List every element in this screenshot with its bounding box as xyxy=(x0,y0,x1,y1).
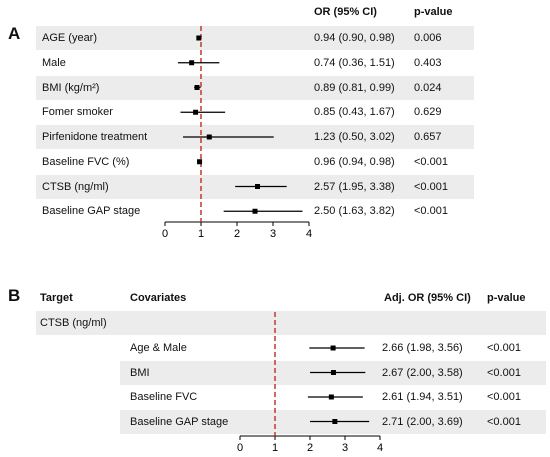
covariate-label: BMI xyxy=(130,366,150,379)
panel-b-covariates-header: Covariates xyxy=(130,292,187,304)
row-label: Baseline GAP stage xyxy=(42,205,141,218)
x-tick-label: 2 xyxy=(234,228,240,240)
panel-b-target-row: CTSB (ng/ml) xyxy=(36,311,546,335)
x-tick-label: 0 xyxy=(237,442,243,454)
covariate-label: Baseline GAP stage xyxy=(130,415,229,428)
row-label: Fomer smoker xyxy=(42,106,113,119)
point-estimate xyxy=(252,208,258,214)
x-tick-label: 2 xyxy=(307,442,313,454)
or-ci-value: 0.85 (0.43, 1.67) xyxy=(314,106,395,119)
adj-or-ci-value: 2.71 (2.00, 3.69) xyxy=(382,415,463,428)
point-estimate xyxy=(197,159,203,165)
p-value: <0.001 xyxy=(414,180,448,193)
panel-a-table-row: Baseline GAP stage 2.50 (1.63, 3.82) <0.00… xyxy=(36,199,474,223)
row-label: Male xyxy=(42,56,66,69)
panel-b-forest-plot: 0 1 2 3 4 xyxy=(237,312,383,454)
x-tick-label: 4 xyxy=(306,228,312,240)
x-tick-label: 1 xyxy=(272,442,278,454)
panel-a-p-header: p-value xyxy=(414,6,453,18)
row-label: Baseline FVC (%) xyxy=(42,155,130,168)
p-value: <0.001 xyxy=(414,155,448,168)
adj-or-ci-value: 2.66 (1.98, 3.56) xyxy=(382,342,463,354)
panel-a-or-header: OR (95% CI) xyxy=(314,6,377,18)
panel-a-table-row: Baseline FVC (%) 0.96 (0.94, 0.98) <0.001 xyxy=(36,150,474,174)
panel-a-table-row: Male 0.74 (0.36, 1.51) 0.403 xyxy=(36,51,474,75)
panel-b-table-row: Baseline FVC 2.61 (1.94, 3.51) <0.001 xyxy=(120,385,546,409)
point-estimate xyxy=(328,394,334,400)
or-ci-value: 0.74 (0.36, 1.51) xyxy=(314,56,395,69)
row-label: AGE (year) xyxy=(42,32,98,44)
point-estimate xyxy=(255,184,261,189)
row-label: CTSB (ng/ml) xyxy=(42,180,109,193)
point-estimate xyxy=(189,60,195,66)
p-value: 0.024 xyxy=(414,81,442,94)
covariate-label: Baseline FVC xyxy=(130,391,198,403)
or-ci-value: 0.94 (0.90, 0.98) xyxy=(314,32,395,44)
row-label: BMI (kg/m²) xyxy=(42,81,100,94)
p-value: 0.403 xyxy=(414,56,442,69)
adj-or-ci-value: 2.61 (1.94, 3.51) xyxy=(382,391,463,403)
panel-b-or-header: Adj. OR (95% CI) xyxy=(384,292,471,304)
or-ci-value: 2.57 (1.95, 3.38) xyxy=(314,180,395,193)
covariate-label: Age & Male xyxy=(130,342,187,354)
adj-or-ci-value: 2.67 (2.00, 3.58) xyxy=(382,366,463,379)
panel-a-table-row: BMI (kg/m²) 0.89 (0.81, 0.99) 0.024 xyxy=(36,75,474,100)
p-value: <0.001 xyxy=(487,366,521,379)
p-value: 0.629 xyxy=(414,106,442,119)
point-estimate xyxy=(196,35,202,41)
p-value: <0.001 xyxy=(414,205,448,218)
panel-b-table-row: Age & Male 2.66 (1.98, 3.56) <0.001 xyxy=(120,336,546,360)
row-label: Pirfenidone treatment xyxy=(42,131,148,143)
panel-b-p-header: p-value xyxy=(487,292,526,304)
panel-a-table-row: AGE (year) 0.94 (0.90, 0.98) 0.006 xyxy=(36,26,474,50)
or-ci-value: 2.50 (1.63, 3.82) xyxy=(314,205,395,218)
x-tick-label: 3 xyxy=(270,228,276,240)
point-estimate xyxy=(206,134,212,140)
panel-b-target-header: Target xyxy=(40,292,73,304)
x-tick-label: 0 xyxy=(162,228,168,240)
point-estimate xyxy=(194,85,200,90)
target-label: CTSB (ng/ml) xyxy=(40,317,107,329)
p-value: 0.657 xyxy=(414,131,442,143)
point-estimate xyxy=(330,370,336,375)
x-tick-label: 3 xyxy=(342,442,348,454)
or-ci-value: 1.23 (0.50, 3.02) xyxy=(314,131,395,143)
panel-a-forest-plot: 0 1 2 3 4 xyxy=(162,26,312,240)
or-ci-value: 0.96 (0.94, 0.98) xyxy=(314,155,395,168)
point-estimate xyxy=(332,419,338,424)
panel-a-label: A xyxy=(8,24,21,43)
point-estimate xyxy=(193,109,199,115)
x-tick-label: 4 xyxy=(377,442,383,454)
point-estimate xyxy=(330,345,336,351)
or-ci-value: 0.89 (0.81, 0.99) xyxy=(314,81,395,94)
p-value: 0.006 xyxy=(414,32,442,44)
panel-b-label: B xyxy=(8,286,21,305)
p-value: <0.001 xyxy=(487,391,521,403)
panel-a-table-row: Fomer smoker 0.85 (0.43, 1.67) 0.629 xyxy=(36,100,474,124)
x-tick-label: 1 xyxy=(198,228,204,240)
p-value: <0.001 xyxy=(487,415,521,428)
p-value: <0.001 xyxy=(487,342,521,354)
